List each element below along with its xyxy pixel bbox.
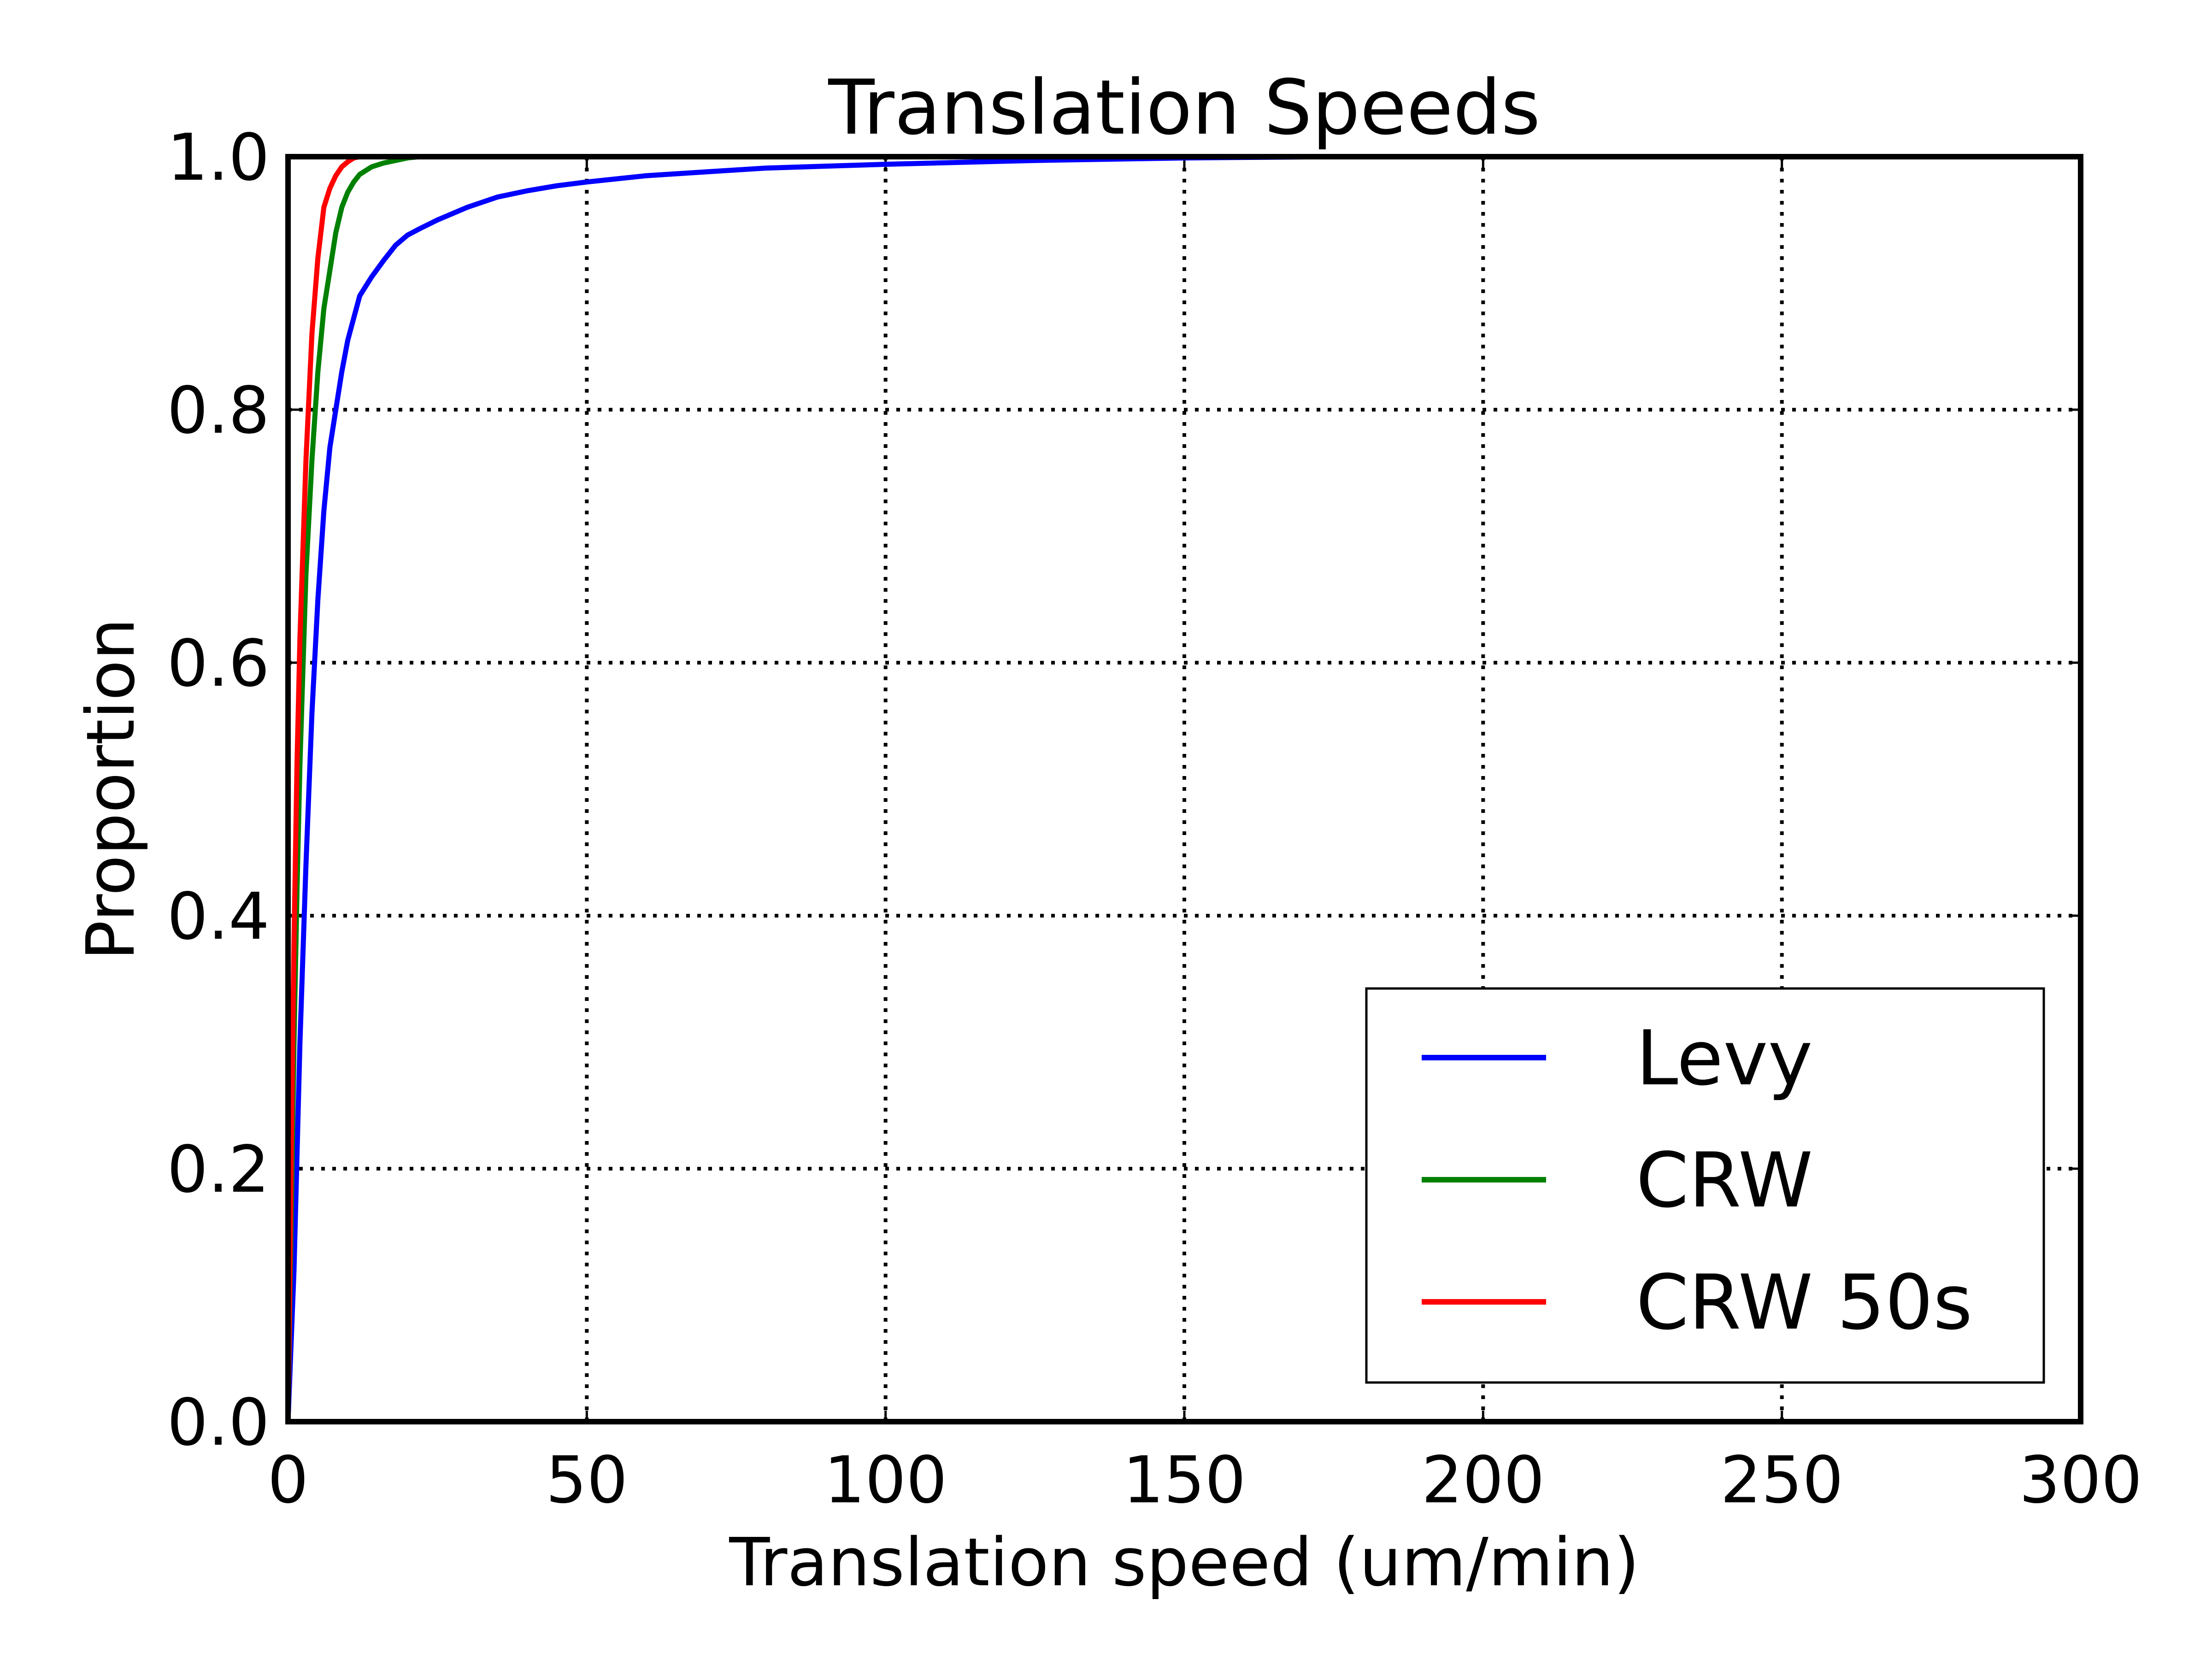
x-tick-label: 50: [546, 1443, 628, 1518]
y-tick-label: 0.4: [167, 879, 270, 954]
legend: Levy CRW CRW 50s: [1365, 987, 2045, 1384]
y-tick-label: 1.0: [167, 120, 270, 195]
legend-box: [1365, 987, 2045, 1384]
y-tick-label: 0.6: [167, 626, 270, 701]
x-tick-label: 200: [1422, 1443, 1545, 1518]
plot-frame: [285, 154, 2083, 1424]
y-axis-label: Proportion: [72, 618, 149, 960]
series-lines: [285, 154, 1336, 1424]
x-tick-label: 300: [2019, 1443, 2142, 1518]
x-tick-label: 150: [1123, 1443, 1246, 1518]
chart-title: Translation Speeds: [828, 64, 1540, 152]
y-tick-label: 0.0: [167, 1385, 270, 1460]
y-tick-label: 0.8: [167, 373, 270, 448]
tick-labels: 0 50 100 150 200 250 300 0.0 0.2 0.4 0.6 0.8 1.0: [167, 120, 2142, 1518]
legend-label: Levy: [1636, 1014, 1813, 1102]
series-line-crw-50s: [285, 154, 363, 1424]
y-tick-label: 0.2: [167, 1132, 270, 1207]
legend-label: CRW: [1636, 1136, 1813, 1224]
x-tick-label: 0: [267, 1443, 308, 1518]
x-tick-label: 100: [824, 1443, 947, 1518]
legend-label: CRW 50s: [1636, 1259, 1972, 1347]
x-axis-label: Translation speed (um/min): [729, 1524, 1639, 1601]
series-line-levy: [285, 154, 1336, 1424]
x-tick-label: 250: [1720, 1443, 1843, 1518]
